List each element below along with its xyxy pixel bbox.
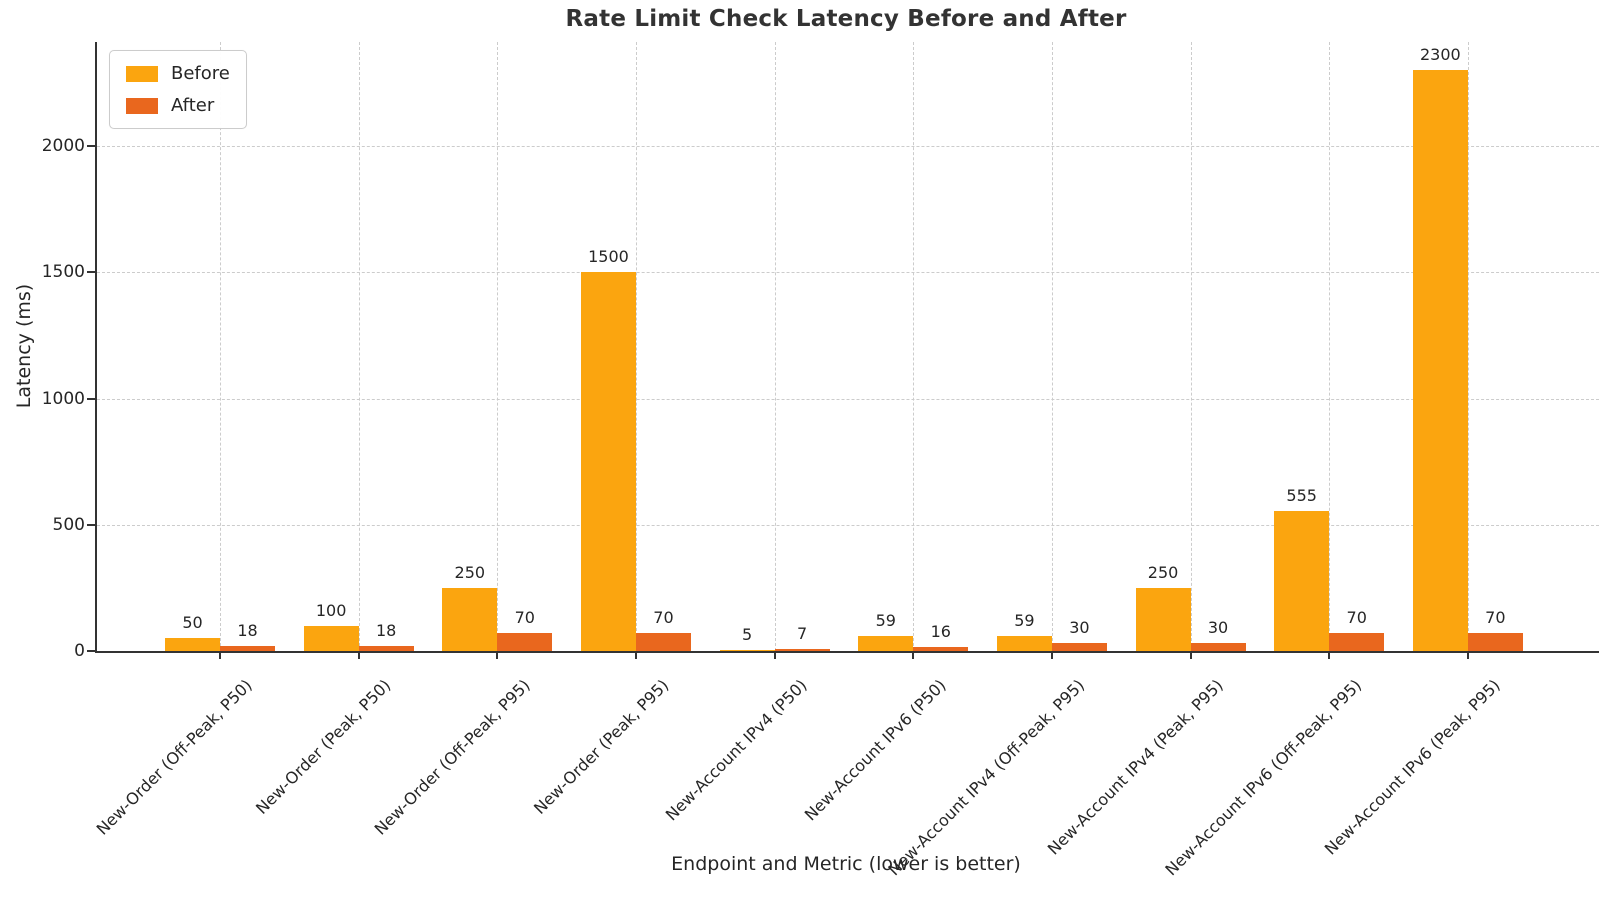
value-label: 1500	[588, 247, 629, 267]
bar-after-0	[220, 646, 275, 651]
value-label: 59	[1014, 611, 1035, 631]
chart-title: Rate Limit Check Latency Before and Afte…	[565, 6, 1127, 32]
legend-swatch-after	[126, 97, 158, 114]
v-gridline	[497, 42, 499, 651]
value-label: 555	[1286, 485, 1317, 505]
y-tick-mark	[87, 650, 95, 652]
legend: Before After	[109, 50, 247, 129]
value-label: 30	[1069, 618, 1090, 638]
bar-after-5	[913, 646, 969, 651]
v-gridline	[913, 42, 915, 651]
x-tick-label: New-Account IPv6 (P50)	[800, 675, 950, 825]
y-axis-label: Latency (ms)	[13, 283, 35, 409]
value-label: 18	[375, 621, 397, 641]
x-tick-mark	[1466, 651, 1469, 659]
h-gridline	[97, 524, 1599, 526]
y-tick-label: 0	[74, 641, 85, 661]
h-gridline	[97, 272, 1599, 274]
bar-before-4	[719, 649, 775, 651]
value-label: 16	[930, 621, 951, 641]
x-tick-mark	[1050, 651, 1053, 659]
legend-item-before: Before	[126, 63, 230, 84]
x-tick-label: New-Order (Off-Peak, P50)	[92, 675, 257, 839]
x-tick-mark	[496, 651, 499, 659]
x-tick-mark	[357, 651, 360, 659]
bar-before-5	[858, 636, 914, 651]
bar-before-9	[1412, 70, 1468, 651]
value-label: 70	[514, 608, 535, 628]
h-gridline	[97, 398, 1599, 400]
v-gridline	[1190, 42, 1192, 651]
v-gridline	[220, 42, 221, 651]
legend-label-after: After	[171, 95, 215, 116]
bar-before-6	[996, 636, 1052, 651]
value-label: 100	[315, 600, 347, 620]
x-tick-mark	[912, 651, 915, 659]
y-tick-label: 1500	[41, 262, 85, 283]
value-label: 5	[742, 624, 753, 644]
v-gridline	[774, 42, 776, 651]
y-tick-mark	[87, 271, 95, 274]
legend-label-before: Before	[171, 63, 230, 84]
v-gridline	[1051, 42, 1053, 651]
bar-after-1	[358, 646, 414, 651]
x-tick-label: New-Order (Peak, P95)	[529, 675, 672, 818]
y-tick-mark	[87, 523, 95, 526]
bar-before-3	[580, 272, 636, 651]
x-tick-label: New-Order (Off-Peak, P95)	[370, 675, 534, 839]
value-label: 250	[454, 562, 486, 582]
x-tick-mark	[773, 651, 776, 659]
legend-item-after: After	[126, 95, 230, 116]
bar-after-3	[635, 633, 691, 651]
plot-area: Before After 0 500 1000 1500 2000 New-Order (…	[42, 42, 1599, 879]
v-gridline	[358, 42, 360, 651]
y-tick-mark	[87, 397, 95, 400]
y-tick-mark	[87, 145, 95, 148]
y-tick-label: 1000	[41, 388, 85, 409]
value-label: 2300	[1419, 45, 1461, 65]
x-tick-mark	[634, 651, 637, 659]
value-label: 70	[1485, 608, 1506, 628]
value-label: 70	[653, 608, 674, 628]
bar-before-8	[1274, 510, 1330, 651]
x-tick-mark	[1328, 651, 1331, 659]
x-tick-label: New-Order (Peak, P50)	[252, 675, 395, 818]
bar-before-7	[1135, 587, 1191, 651]
bar-after-9	[1467, 633, 1523, 651]
bar-before-0	[165, 638, 220, 651]
x-tick-mark	[1189, 651, 1192, 659]
value-label: 50	[182, 613, 203, 633]
value-label: 30	[1207, 618, 1229, 638]
value-label: 18	[237, 621, 258, 641]
x-tick-mark	[219, 651, 221, 659]
value-label: 59	[875, 611, 896, 631]
bar-after-4	[774, 649, 830, 651]
value-label: 7	[797, 624, 808, 644]
x-tick-label: New-Account IPv4 (P50)	[661, 675, 811, 825]
x-axis-label: Endpoint and Metric (lower is better)	[671, 853, 1021, 875]
y-tick-label: 2000	[41, 136, 85, 157]
bar-after-7	[1190, 643, 1246, 651]
h-gridline	[97, 146, 1599, 148]
v-gridline	[1467, 42, 1469, 651]
legend-swatch-before	[126, 65, 158, 82]
bar-after-2	[497, 633, 553, 651]
bar-after-6	[1051, 643, 1107, 651]
bar-before-2	[442, 587, 498, 651]
y-tick-label: 500	[52, 514, 85, 535]
bar-after-8	[1329, 633, 1385, 651]
bar-before-1	[303, 625, 359, 651]
value-label: 250	[1147, 562, 1179, 582]
value-label: 70	[1346, 608, 1367, 628]
v-gridline	[1329, 42, 1331, 651]
v-gridline	[635, 42, 637, 651]
